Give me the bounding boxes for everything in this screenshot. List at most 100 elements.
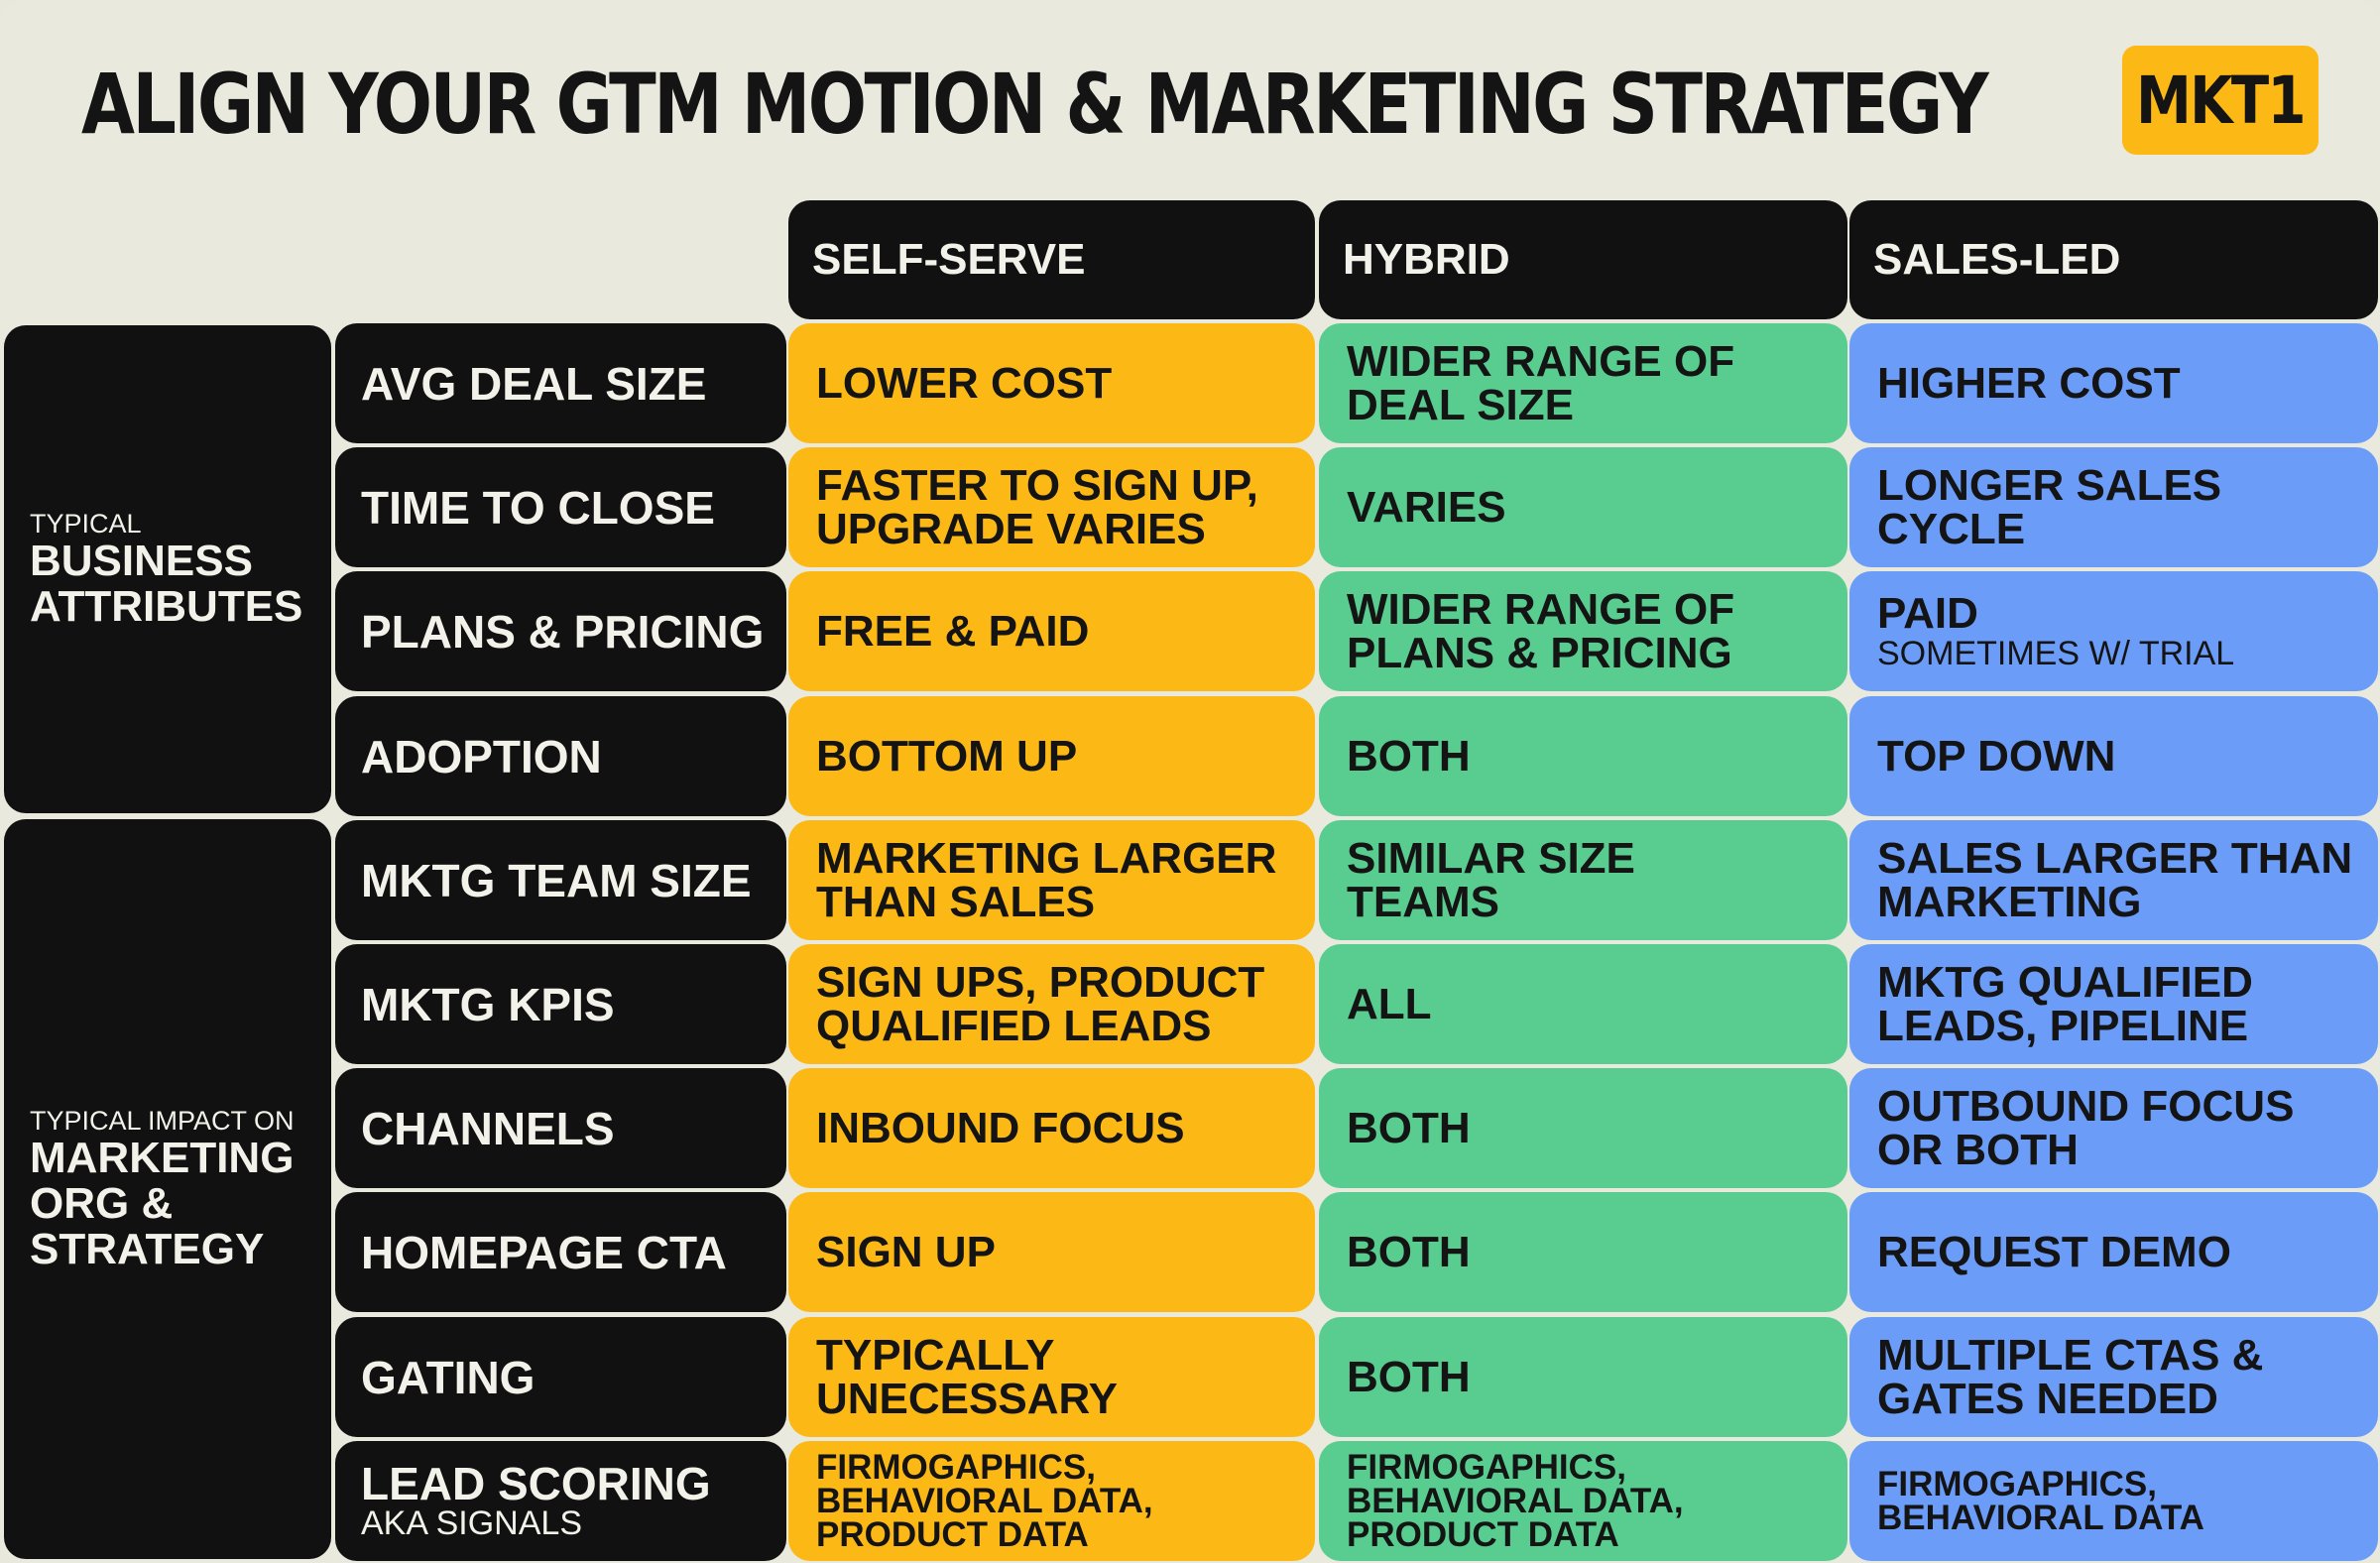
row-label-lead-scoring: LEAD SCORING AKA SIGNALS — [335, 1441, 786, 1561]
row-label-text: GATING — [361, 1351, 536, 1403]
cell-text-line: FIRMOGAPHICS, — [1347, 1447, 1626, 1487]
cell-text-line: SALES LARGER THAN — [1877, 833, 2353, 883]
cell-self-serve-gating: TYPICALLY UNECESSARY — [788, 1317, 1315, 1437]
row-label-avg-deal-size: AVG DEAL SIZE — [335, 323, 786, 443]
cell-text-line: SIGN UP — [816, 1227, 996, 1276]
page-title: ALIGN YOUR GTM MOTION & MARKETING STRATE… — [81, 56, 1989, 153]
row-label-text: HOMEPAGE CTA — [361, 1226, 727, 1278]
row-label-channels: CHANNELS — [335, 1068, 786, 1188]
cell-text-line: ALL — [1347, 979, 1432, 1028]
row-label-subtext: AKA SIGNALS — [361, 1503, 582, 1542]
cell-self-serve-mktg-kpis: SIGN UPS, PRODUCT QUALIFIED LEADS — [788, 944, 1315, 1064]
cell-text-line: PAID — [1877, 588, 1978, 638]
cell-text-line: TYPICALLY — [816, 1330, 1055, 1380]
row-label-text: CHANNELS — [361, 1102, 615, 1154]
cell-sales-led-homepage-cta: REQUEST DEMO — [1849, 1192, 2378, 1312]
row-label-text: MKTG KPIS — [361, 978, 615, 1030]
cell-self-serve-homepage-cta: SIGN UP — [788, 1192, 1315, 1312]
row-label-text: TIME TO CLOSE — [361, 481, 715, 534]
cell-text-line: HIGHER COST — [1877, 358, 2181, 408]
cell-self-serve-adoption: BOTTOM UP — [788, 696, 1315, 816]
row-label-plans-pricing: PLANS & PRICING — [335, 571, 786, 691]
cell-self-serve-lead-scoring: FIRMOGAPHICS, BEHAVIORAL DATA, PRODUCT DAT… — [788, 1441, 1315, 1561]
column-header-self-serve: SELF-SERVE — [788, 200, 1315, 319]
cell-hybrid-lead-scoring: FIRMOGAPHICS, BEHAVIORAL DATA, PRODUCT DAT… — [1319, 1441, 1847, 1561]
cell-text-line: SIMILAR SIZE — [1347, 833, 1635, 883]
cell-text-line: PRODUCT DATA — [816, 1514, 1089, 1554]
cell-text-line: QUALIFIED LEADS — [816, 1001, 1212, 1050]
cell-text-line: BOTH — [1347, 1227, 1471, 1276]
cell-text-line: CYCLE — [1877, 504, 2026, 553]
cell-text-line: FREE & PAID — [816, 606, 1090, 656]
cell-text-line: TOP DOWN — [1877, 731, 2116, 781]
cell-sales-led-time-to-close: LONGER SALES CYCLE — [1849, 447, 2378, 567]
cell-text-line: GATES NEEDED — [1877, 1374, 2218, 1423]
cell-subtext: SOMETIMES W/ TRIAL — [1877, 634, 2235, 672]
cell-text-line: PRODUCT DATA — [1347, 1514, 1619, 1554]
row-label-homepage-cta: HOMEPAGE CTA — [335, 1192, 786, 1312]
cell-hybrid-plans-pricing: WIDER RANGE OF PLANS & PRICING — [1319, 571, 1847, 691]
cell-text-line: INBOUND FOCUS — [816, 1103, 1185, 1152]
cell-text-line: MKTG QUALIFIED — [1877, 957, 2253, 1007]
cell-text-line: BOTTOM UP — [816, 731, 1078, 781]
cell-self-serve-time-to-close: FASTER TO SIGN UP, UPGRADE VARIES — [788, 447, 1315, 567]
cell-text-line: BEHAVIORAL DATA — [1877, 1498, 2204, 1537]
cell-text-line: LONGER SALES — [1877, 460, 2222, 510]
cell-text-line: BOTH — [1347, 731, 1471, 781]
cell-hybrid-mktg-team-size: SIMILAR SIZE TEAMS — [1319, 820, 1847, 940]
cell-text-line: PLANS & PRICING — [1347, 628, 1732, 677]
cell-text-line: LEADS, PIPELINE — [1877, 1001, 2249, 1050]
cell-text-line: LOWER COST — [816, 358, 1113, 408]
cell-text-line: FIRMOGAPHICS, — [1877, 1464, 2157, 1503]
column-header-sales-led: SALES-LED — [1849, 200, 2378, 319]
cell-text-line: SIGN UPS, PRODUCT — [816, 957, 1265, 1007]
cell-text-line: THAN SALES — [816, 877, 1096, 926]
row-label-text: ADOPTION — [361, 730, 602, 782]
cell-sales-led-gating: MULTIPLE CTAS & GATES NEEDED — [1849, 1317, 2378, 1437]
cell-sales-led-plans-pricing: PAID SOMETIMES W/ TRIAL — [1849, 571, 2378, 691]
row-label-mktg-team-size: MKTG TEAM SIZE — [335, 820, 786, 940]
group-marketing-org-strategy: TYPICAL IMPACT ON MARKETING ORG & STRATE… — [4, 819, 331, 1559]
cell-text-line: OR BOTH — [1877, 1125, 2079, 1174]
cell-text-line: MARKETING LARGER — [816, 833, 1277, 883]
row-label-text: MKTG TEAM SIZE — [361, 854, 752, 906]
cell-self-serve-mktg-team-size: MARKETING LARGER THAN SALES — [788, 820, 1315, 940]
cell-text-line: DEAL SIZE — [1347, 380, 1575, 429]
mkt1-logo: MKT1 — [2122, 46, 2319, 155]
cell-hybrid-time-to-close: VARIES — [1319, 447, 1847, 567]
cell-text-line: REQUEST DEMO — [1877, 1227, 2231, 1276]
cell-text-line: OUTBOUND FOCUS — [1877, 1081, 2295, 1131]
cell-hybrid-mktg-kpis: ALL — [1319, 944, 1847, 1064]
group-business-attributes: TYPICAL BUSINESS ATTRIBUTES — [4, 325, 331, 813]
column-header-hybrid: HYBRID — [1319, 200, 1847, 319]
cell-text-line: MULTIPLE CTAS & — [1877, 1330, 2264, 1380]
row-label-time-to-close: TIME TO CLOSE — [335, 447, 786, 567]
row-label-text: AVG DEAL SIZE — [361, 357, 707, 410]
cell-hybrid-homepage-cta: BOTH — [1319, 1192, 1847, 1312]
cell-sales-led-mktg-team-size: SALES LARGER THAN MARKETING — [1849, 820, 2378, 940]
cell-text-line: WIDER RANGE OF — [1347, 336, 1735, 386]
cell-text-line: FIRMOGAPHICS, — [816, 1447, 1096, 1487]
cell-self-serve-plans-pricing: FREE & PAID — [788, 571, 1315, 691]
cell-sales-led-adoption: TOP DOWN — [1849, 696, 2378, 816]
cell-text-line: UNECESSARY — [816, 1374, 1118, 1423]
cell-text-line: UPGRADE VARIES — [816, 504, 1206, 553]
cell-text-line: TEAMS — [1347, 877, 1499, 926]
row-label-adoption: ADOPTION — [335, 696, 786, 816]
cell-hybrid-channels: BOTH — [1319, 1068, 1847, 1188]
cell-text-line: BEHAVIORAL DATA, — [1347, 1481, 1684, 1520]
row-label-mktg-kpis: MKTG KPIS — [335, 944, 786, 1064]
cell-text-line: FASTER TO SIGN UP, — [816, 460, 1258, 510]
cell-self-serve-avg-deal-size: LOWER COST — [788, 323, 1315, 443]
cell-sales-led-avg-deal-size: HIGHER COST — [1849, 323, 2378, 443]
cell-hybrid-adoption: BOTH — [1319, 696, 1847, 816]
row-label-gating: GATING — [335, 1317, 786, 1437]
cell-hybrid-avg-deal-size: WIDER RANGE OF DEAL SIZE — [1319, 323, 1847, 443]
cell-text-line: MARKETING — [1877, 877, 2142, 926]
cell-text-line: WIDER RANGE OF — [1347, 584, 1735, 634]
row-label-text: PLANS & PRICING — [361, 605, 765, 658]
cell-text-line: VARIES — [1347, 482, 1506, 532]
cell-hybrid-gating: BOTH — [1319, 1317, 1847, 1437]
cell-sales-led-channels: OUTBOUND FOCUS OR BOTH — [1849, 1068, 2378, 1188]
